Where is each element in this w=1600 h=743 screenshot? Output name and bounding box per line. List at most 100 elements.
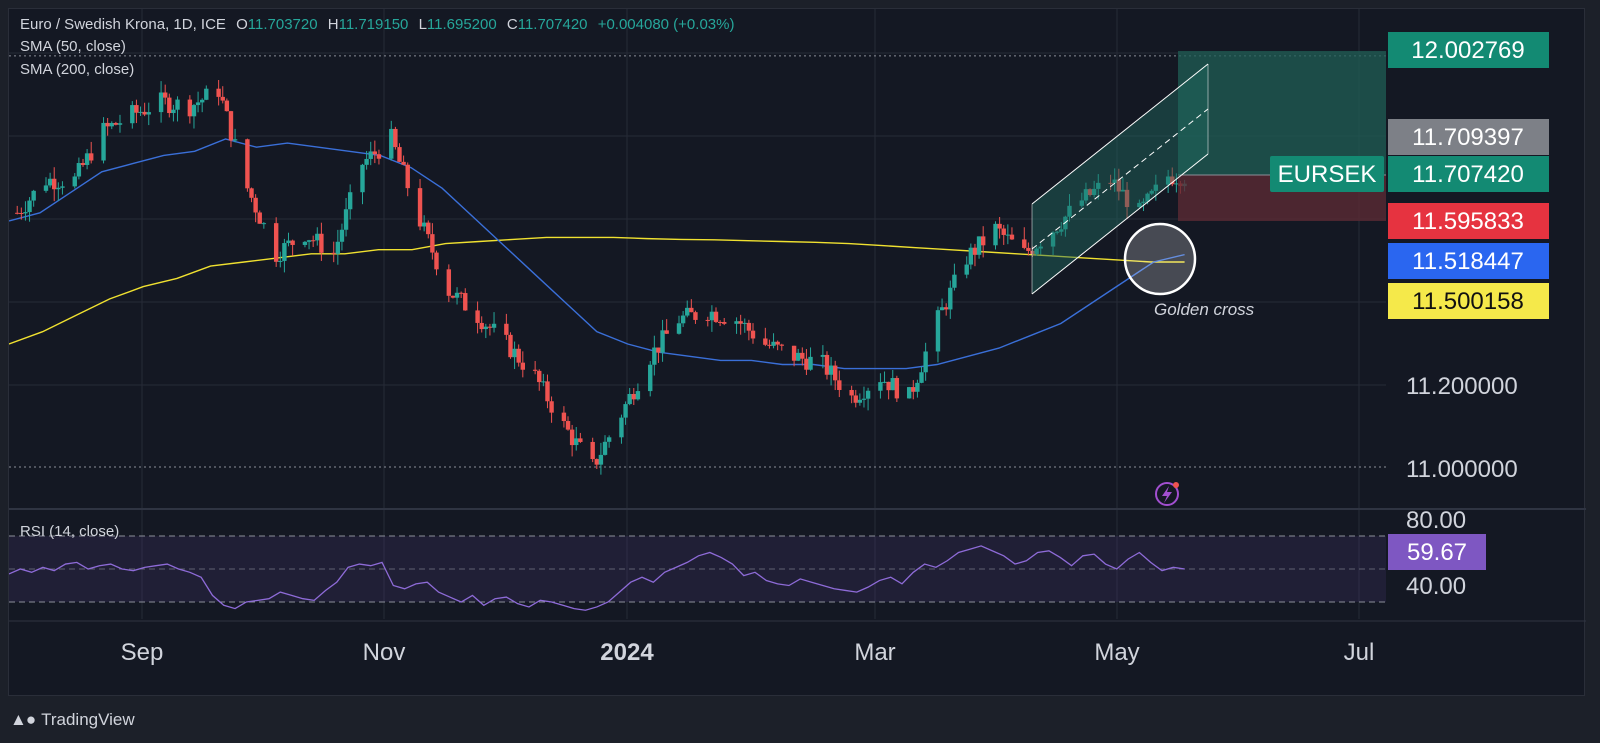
candle-body-110 bbox=[648, 364, 653, 392]
price-badge-value-4: 11.518447 bbox=[1412, 248, 1524, 275]
low-value: 11.695200 bbox=[426, 16, 497, 33]
time-label-5: Jul bbox=[1344, 639, 1375, 666]
rsi-axis-label-1: 40.00 bbox=[1406, 573, 1466, 600]
candle-body-153 bbox=[890, 378, 895, 391]
open-value: 11.703720 bbox=[247, 16, 318, 33]
candle-body-159 bbox=[923, 351, 928, 373]
candle-body-116 bbox=[680, 315, 686, 324]
candle-body-10 bbox=[72, 176, 77, 187]
sma50-legend[interactable]: SMA (50, close) bbox=[20, 38, 126, 55]
chart-svg[interactable]: Golden cross Sep Nov 2024 Mar May Jul 11.20000… bbox=[9, 9, 1586, 697]
candle-body-67 bbox=[397, 147, 402, 162]
candle-body-178 bbox=[1034, 248, 1039, 254]
candle-body-50 bbox=[302, 241, 308, 245]
candle-body-90 bbox=[532, 369, 538, 371]
price-badge-value-1: 11.709397 bbox=[1412, 124, 1524, 151]
candle-body-30 bbox=[187, 99, 193, 117]
candle-body-113 bbox=[660, 330, 665, 353]
candle-body-49 bbox=[290, 240, 295, 245]
candle-body-137 bbox=[800, 352, 805, 359]
candle-body-60 bbox=[360, 164, 365, 193]
candle-body-24 bbox=[146, 112, 151, 115]
candle-body-96 bbox=[565, 421, 571, 430]
candle-body-144 bbox=[837, 380, 842, 391]
candle-body-47 bbox=[282, 243, 287, 261]
tradingview-logo-icon[interactable]: ▲● bbox=[10, 710, 36, 729]
high-value: 11.719150 bbox=[338, 16, 409, 33]
candle-body-89 bbox=[520, 362, 526, 370]
candle-body-199 bbox=[1153, 184, 1159, 191]
candle-body-86 bbox=[508, 334, 513, 358]
candle-body-151 bbox=[882, 381, 887, 383]
candle-body-154 bbox=[894, 378, 900, 399]
candle-body-200 bbox=[1165, 176, 1171, 185]
sma200-legend[interactable]: SMA (200, close) bbox=[20, 61, 135, 78]
candle-body-191 bbox=[1112, 179, 1117, 183]
candle-body-147 bbox=[857, 399, 863, 403]
candle-body-8 bbox=[56, 187, 61, 190]
candle-body-80 bbox=[475, 310, 480, 323]
candle-body-52 bbox=[310, 240, 316, 242]
candle-body-106 bbox=[623, 404, 628, 418]
price-badge-2 bbox=[1388, 156, 1549, 192]
rsi-line bbox=[9, 545, 1185, 611]
candle-body-195 bbox=[1137, 202, 1142, 208]
candle-body-192 bbox=[1116, 179, 1122, 192]
candle-body-158 bbox=[919, 372, 924, 383]
rsi-legend[interactable]: RSI (14, close) bbox=[20, 523, 120, 540]
candle-body-125 bbox=[734, 321, 739, 324]
candle-body-164 bbox=[952, 274, 957, 288]
channel-upper bbox=[1031, 63, 1209, 205]
low-label: L bbox=[418, 16, 427, 33]
candle-body-111 bbox=[652, 347, 657, 365]
candle-body-163 bbox=[948, 287, 953, 310]
rsi-value-badge bbox=[1388, 534, 1486, 570]
golden-cross-marker bbox=[1123, 222, 1197, 296]
candle-body-132 bbox=[771, 341, 776, 346]
candle-body-170 bbox=[993, 223, 998, 246]
candle-body-146 bbox=[853, 395, 858, 403]
candle-body-31 bbox=[191, 105, 197, 117]
candle-body-184 bbox=[1067, 205, 1072, 217]
candle-body-103 bbox=[602, 441, 608, 455]
candle-body-98 bbox=[574, 438, 579, 446]
candle-body-73 bbox=[430, 234, 435, 253]
footer: ▲● TradingView bbox=[10, 710, 135, 730]
candle-body-169 bbox=[980, 236, 986, 246]
candle-body-32 bbox=[195, 102, 201, 106]
symbol-title: Euro / Swedish Krona, 1D, ICE bbox=[20, 16, 226, 33]
candle-body-28 bbox=[171, 109, 176, 114]
candle-body-128 bbox=[746, 322, 752, 331]
candle-body-18 bbox=[113, 122, 119, 125]
candle-body-68 bbox=[401, 161, 406, 165]
candle-body-134 bbox=[779, 344, 784, 346]
candle-body-93 bbox=[545, 381, 550, 402]
candle-body-100 bbox=[590, 441, 595, 460]
candle-body-118 bbox=[689, 307, 694, 313]
chart-frame: Golden cross Sep Nov 2024 Mar May Jul 11.20000… bbox=[8, 8, 1586, 697]
candle-body-172 bbox=[1001, 228, 1006, 235]
candle-body-3 bbox=[27, 200, 32, 213]
sma200-line bbox=[9, 236, 1185, 345]
candle-body-180 bbox=[1050, 232, 1056, 247]
candle-body-66 bbox=[393, 128, 398, 148]
candle-body-138 bbox=[804, 358, 809, 370]
time-label-3: Mar bbox=[854, 639, 895, 666]
candle-body-48 bbox=[286, 240, 291, 244]
alert-dot-icon bbox=[1173, 482, 1179, 488]
candle-body-188 bbox=[1091, 188, 1097, 195]
candle-body-71 bbox=[421, 222, 427, 227]
candle-body-136 bbox=[796, 352, 801, 361]
candle-body-35 bbox=[216, 88, 221, 97]
candle-body-55 bbox=[331, 252, 336, 254]
candle-body-21 bbox=[134, 105, 139, 113]
brand-name[interactable]: TradingView bbox=[41, 710, 135, 729]
candle-body-123 bbox=[717, 321, 723, 323]
price-label-1: 11.000000 bbox=[1406, 456, 1518, 483]
candle-body-162 bbox=[943, 307, 949, 310]
candle-body-85 bbox=[504, 323, 509, 335]
price-badge-4 bbox=[1388, 243, 1549, 279]
candle-body-76 bbox=[450, 295, 456, 298]
candle-body-23 bbox=[142, 111, 147, 115]
candle-body-173 bbox=[1005, 234, 1011, 236]
